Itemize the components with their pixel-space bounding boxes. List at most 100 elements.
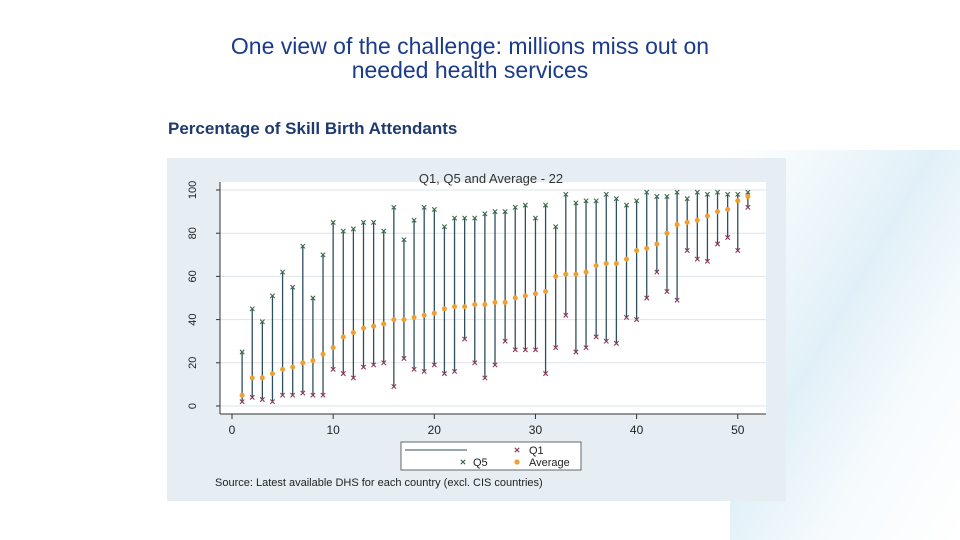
legend-label-q1: Q1	[529, 445, 544, 457]
q5-point	[522, 202, 528, 208]
q1-point-stroke-b	[684, 247, 690, 254]
legend-average-marker	[514, 459, 520, 465]
q5-point	[431, 206, 437, 213]
q1-point-stroke-b	[401, 355, 407, 362]
q1-point	[725, 234, 731, 241]
q5-point	[502, 209, 508, 215]
x-tick-label: 20	[428, 423, 442, 437]
q1-point	[492, 362, 498, 368]
q5-point	[482, 211, 488, 217]
q5-point	[401, 237, 407, 243]
q5-point-stroke-b	[583, 198, 589, 204]
q1-point	[269, 399, 276, 405]
q5-point	[694, 189, 700, 195]
q1-point-stroke-b	[603, 338, 609, 344]
q5-point-stroke-b	[259, 319, 265, 325]
q5-point-stroke-b	[360, 219, 367, 225]
average-point	[239, 392, 245, 398]
average-point	[350, 330, 356, 336]
q5-point	[441, 224, 448, 230]
q5-point-stroke-b	[249, 306, 255, 312]
q5-point	[735, 191, 741, 197]
y-tick-label: 60	[187, 270, 199, 282]
q1-point-stroke-b	[310, 392, 316, 398]
q5-point-stroke-b	[391, 204, 397, 210]
q5-point	[725, 191, 731, 197]
average-point	[401, 317, 407, 323]
q5-point-stroke-b	[411, 217, 417, 223]
q1-point-stroke-b	[725, 234, 731, 241]
q1-point	[583, 345, 589, 351]
q1-point	[371, 362, 377, 368]
q1-point-stroke-b	[290, 392, 296, 398]
q1-point-stroke-b	[340, 371, 346, 377]
q5-point-stroke-b	[421, 204, 427, 210]
q5-point-stroke-b	[462, 215, 468, 221]
q5-point	[462, 215, 468, 221]
q1-point-stroke-b	[512, 347, 518, 353]
q5-point-stroke-b	[674, 189, 680, 195]
q1-point	[431, 362, 437, 368]
q5-point-stroke-b	[401, 237, 407, 243]
q1-point	[563, 312, 569, 318]
q5-point	[542, 202, 549, 208]
q5-point-stroke-b	[451, 215, 458, 221]
q1-point-stroke-b	[654, 269, 660, 275]
q1-point	[279, 392, 286, 398]
legend-q5-x-stroke-b	[460, 459, 466, 465]
chart-title: Q1, Q5 and Average - 22	[419, 171, 563, 186]
q1-point-stroke-b	[381, 360, 387, 366]
q5-point	[391, 204, 397, 210]
q1-point	[674, 297, 680, 303]
q5-point	[350, 226, 356, 232]
q1-point	[664, 288, 670, 295]
q1-point-stroke-b	[300, 390, 306, 396]
average-point	[613, 260, 619, 266]
average-point	[543, 289, 549, 295]
q5-point-stroke-b	[512, 204, 518, 210]
q5-point	[623, 202, 630, 208]
q1-point-stroke-b	[634, 317, 640, 323]
average-point	[664, 230, 670, 236]
average-point	[634, 247, 640, 253]
q5-point-stroke-b	[623, 202, 630, 208]
q5-point-stroke-b	[239, 349, 245, 355]
average-point	[381, 321, 387, 327]
q5-point-stroke-b	[330, 219, 336, 225]
q1-point-stroke-b	[694, 256, 700, 262]
chart-panel: 0 20 40 60 80 100 0 10 20 30 40 50 Q1, Q5 and Avera…	[167, 158, 786, 501]
q1-point-stroke-b	[542, 371, 549, 377]
average-point	[361, 325, 366, 331]
average-point	[280, 366, 286, 372]
average-point	[310, 358, 316, 364]
q1-point	[381, 360, 387, 366]
q1-point	[330, 366, 336, 372]
q5-point	[684, 196, 690, 202]
q5-point-stroke-b	[542, 202, 549, 208]
q1-point-stroke-b	[613, 340, 619, 346]
y-tick-label: 20	[187, 357, 199, 369]
q1-point	[360, 364, 367, 370]
q1-point	[300, 390, 306, 396]
q1-point-stroke-b	[553, 345, 559, 351]
q1-point	[401, 355, 407, 362]
q1-point-stroke-b	[462, 336, 468, 342]
q1-point	[745, 204, 751, 210]
q1-point	[714, 241, 721, 247]
legend-q5-x	[460, 459, 466, 465]
slide-title-line1: One view of the challenge: millions miss…	[230, 33, 710, 59]
q5-point-stroke-b	[725, 191, 731, 197]
average-point	[320, 351, 326, 357]
q5-point	[603, 191, 609, 197]
q5-point	[634, 198, 640, 204]
q1-point-stroke-b	[735, 247, 741, 254]
q5-point-stroke-b	[522, 202, 528, 208]
q1-point-stroke-b	[664, 288, 670, 295]
q5-point-stroke-b	[563, 191, 569, 197]
q5-point-stroke-b	[340, 228, 346, 234]
q1-point	[472, 360, 478, 366]
q1-point-stroke-b	[644, 295, 650, 301]
q5-point-stroke-b	[269, 293, 276, 299]
q1-point	[411, 366, 417, 372]
q1-point-stroke-b	[745, 204, 751, 210]
